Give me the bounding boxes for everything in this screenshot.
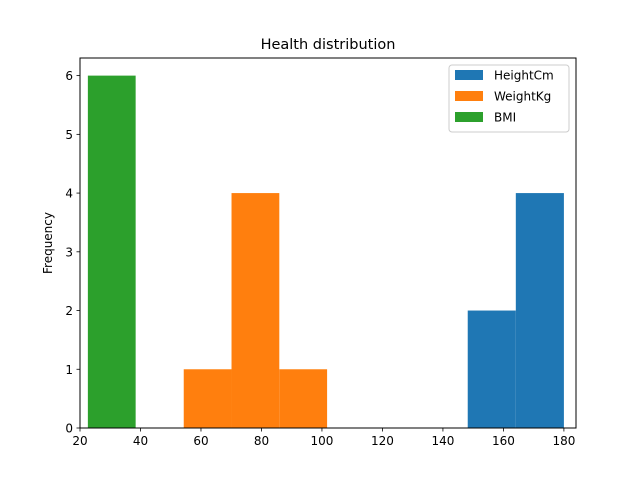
y-tick-label: 5 (65, 128, 73, 142)
x-tick-label: 60 (193, 434, 208, 448)
bar-weightkg-1 (231, 193, 280, 428)
legend-label-weightkg: WeightKg (494, 90, 551, 104)
plot-frame (79, 57, 577, 429)
legend-label-heightcm: HeightCm (494, 69, 554, 83)
y-tick-label: 3 (65, 245, 73, 259)
bar-weightkg-0 (183, 369, 232, 428)
y-axis-label: Frequency (41, 212, 55, 274)
legend: HeightCm WeightKg BMI (448, 64, 570, 133)
legend-swatch-bmi (455, 112, 483, 122)
x-tick-label: 80 (254, 434, 269, 448)
x-axis: 20 40 60 80 100 120 140 160 180 (72, 428, 575, 448)
x-tick-label: 120 (371, 434, 394, 448)
bars-group (87, 75, 564, 428)
legend-swatch-weightkg (455, 91, 483, 101)
y-tick-label: 0 (65, 422, 73, 436)
y-tick-label: 6 (65, 69, 73, 83)
x-tick-label: 140 (431, 434, 454, 448)
y-axis: 0 1 2 3 4 5 6 (65, 69, 80, 436)
y-tick-label: 4 (65, 187, 73, 201)
x-tick-label: 160 (492, 434, 515, 448)
bar-heightcm-0 (467, 310, 516, 428)
x-tick-label: 40 (133, 434, 148, 448)
legend-swatch-heightcm (455, 70, 483, 80)
y-tick-label: 1 (65, 363, 73, 377)
x-tick-label: 100 (310, 434, 333, 448)
legend-label-bmi: BMI (494, 111, 516, 125)
x-tick-label: 20 (72, 434, 87, 448)
chart-title: Health distribution (261, 37, 396, 53)
bar-weightkg-2 (279, 369, 328, 428)
bar-heightcm-1 (515, 193, 564, 428)
bar-bmi-0 (87, 75, 136, 428)
y-tick-label: 2 (65, 304, 73, 318)
x-tick-label: 180 (552, 434, 575, 448)
